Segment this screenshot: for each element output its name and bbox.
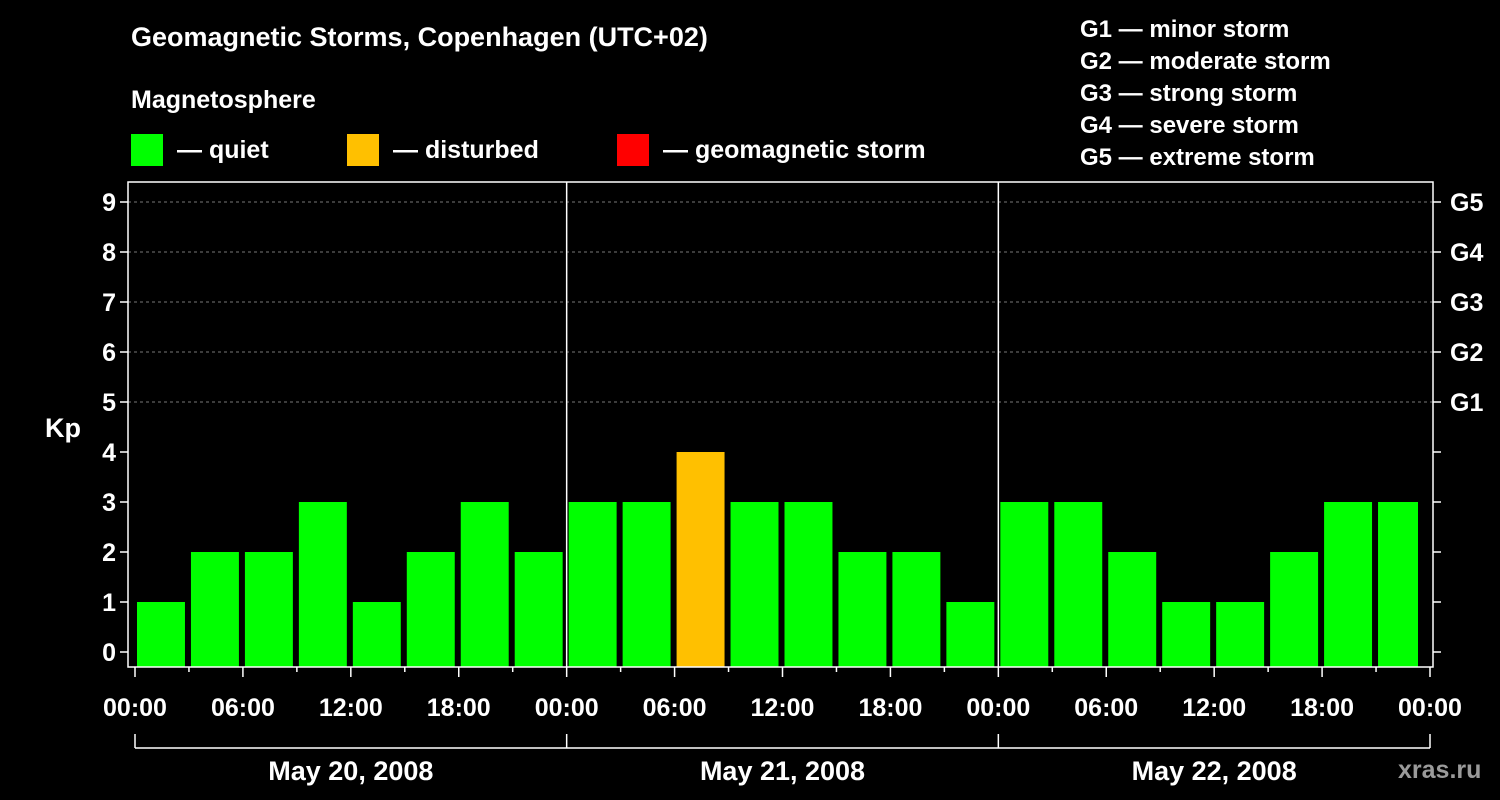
x-tick-label: 00:00 (103, 694, 167, 722)
legend-label-disturbed: — disturbed (393, 135, 539, 164)
kp-bar (460, 502, 509, 667)
kp-bar (838, 552, 887, 667)
kp-bar (784, 502, 833, 667)
legend-item-quiet: — quiet (131, 133, 269, 167)
kp-bar (137, 602, 185, 667)
y-tick-label: 0 (102, 639, 116, 667)
kp-bar (892, 552, 941, 667)
storm-scale-g2: G2 — moderate storm (1080, 48, 1331, 75)
right-axis-label: G3 (1450, 289, 1483, 317)
legend-item-storm: — geomagnetic storm (617, 133, 926, 167)
y-tick-label: 7 (102, 289, 116, 317)
kp-bar (1108, 552, 1157, 667)
legend-swatch-quiet (131, 134, 163, 166)
day-label: May 21, 2008 (700, 756, 865, 786)
plot-frame (127, 181, 1434, 668)
kp-bar (1324, 502, 1373, 667)
storm-scale-legend: G1 — minor storm G2 — moderate storm G3 … (1080, 14, 1331, 174)
kp-bar (406, 552, 455, 667)
y-tick-label: 1 (102, 589, 116, 617)
legend-label-quiet: — quiet (177, 135, 269, 164)
y-tick-label: 3 (102, 489, 116, 517)
watermark: xras.ru (1398, 756, 1482, 784)
kp-bar (244, 552, 293, 667)
x-tick-label: 06:00 (1074, 694, 1138, 722)
day-label: May 20, 2008 (268, 756, 433, 786)
kp-bar (622, 502, 671, 667)
kp-bar (946, 602, 995, 667)
storm-scale-g4: G4 — severe storm (1080, 112, 1299, 139)
storm-scale-g3: G3 — strong storm (1080, 80, 1298, 107)
kp-bar (1378, 502, 1418, 667)
x-tick-label: 18:00 (1290, 694, 1354, 722)
right-axis-label: G5 (1450, 189, 1483, 217)
y-tick-label: 4 (102, 439, 116, 467)
right-axis-label: G2 (1450, 339, 1483, 367)
x-tick-label: 18:00 (858, 694, 922, 722)
x-tick-label: 18:00 (427, 694, 491, 722)
x-tick-label: 06:00 (211, 694, 275, 722)
legend-swatch-disturbed (347, 134, 379, 166)
kp-bar (1216, 602, 1265, 667)
y-tick-label: 8 (102, 239, 116, 267)
y-tick-label: 5 (102, 389, 116, 417)
y-tick-label: 2 (102, 539, 116, 567)
y-tick-label: 6 (102, 339, 116, 367)
x-tick-label: 00:00 (1398, 694, 1462, 722)
legend-swatch-storm (617, 134, 649, 166)
kp-bar (190, 552, 239, 667)
kp-bar (1270, 552, 1319, 667)
x-tick-label: 06:00 (643, 694, 707, 722)
x-tick-label: 12:00 (751, 694, 815, 722)
x-tick-label: 00:00 (966, 694, 1030, 722)
kp-bar (730, 502, 779, 667)
kp-bar (352, 602, 401, 667)
kp-bar (568, 502, 617, 667)
day-label: May 22, 2008 (1132, 756, 1297, 786)
chart-subtitle: Magnetosphere (131, 86, 316, 114)
x-tick-label: 12:00 (319, 694, 383, 722)
y-axis-title: Kp (45, 413, 81, 443)
storm-scale-g5: G5 — extreme storm (1080, 144, 1315, 171)
kp-bar (1162, 602, 1211, 667)
legend-label-storm: — geomagnetic storm (663, 135, 926, 164)
kp-bar (1000, 502, 1049, 667)
x-tick-label: 12:00 (1182, 694, 1246, 722)
kp-bar (676, 452, 725, 667)
right-axis-label: G1 (1450, 389, 1483, 417)
legend-item-disturbed: — disturbed (347, 133, 539, 167)
x-tick-label: 00:00 (535, 694, 599, 722)
kp-bar (514, 552, 563, 667)
kp-bar (1054, 502, 1103, 667)
y-tick-label: 9 (102, 189, 116, 217)
chart-title: Geomagnetic Storms, Copenhagen (UTC+02) (131, 22, 708, 52)
right-axis-label: G4 (1450, 239, 1483, 267)
storm-scale-g1: G1 — minor storm (1080, 16, 1290, 43)
kp-bar (298, 502, 347, 667)
